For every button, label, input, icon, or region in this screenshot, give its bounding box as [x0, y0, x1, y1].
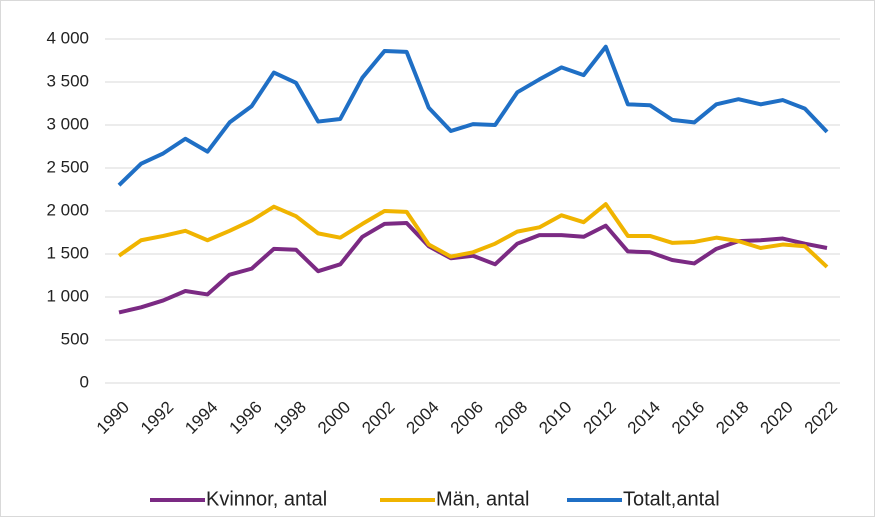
- data-line: [118, 221, 828, 315]
- data-line: [117, 202, 829, 269]
- y-tick-label: 2 000: [46, 200, 89, 219]
- legend-label: Kvinnor, antal: [206, 488, 327, 510]
- data-line: [117, 44, 829, 187]
- y-tick-label: 2 500: [46, 157, 89, 176]
- legend-label: Män, antal: [436, 488, 529, 510]
- y-tick-label: 1 000: [46, 286, 89, 305]
- y-tick-label: 4 000: [46, 28, 89, 47]
- legend-label: Totalt,antal: [623, 488, 720, 510]
- y-tick-label: 1 500: [46, 243, 89, 262]
- y-tick-label: 3 500: [46, 71, 89, 90]
- legend: Kvinnor, antal Män, antal Totalt,antal: [150, 488, 720, 510]
- y-tick-label: 0: [80, 372, 89, 391]
- y-tick-label: 3 000: [46, 114, 89, 133]
- y-tick-label: 500: [61, 329, 89, 348]
